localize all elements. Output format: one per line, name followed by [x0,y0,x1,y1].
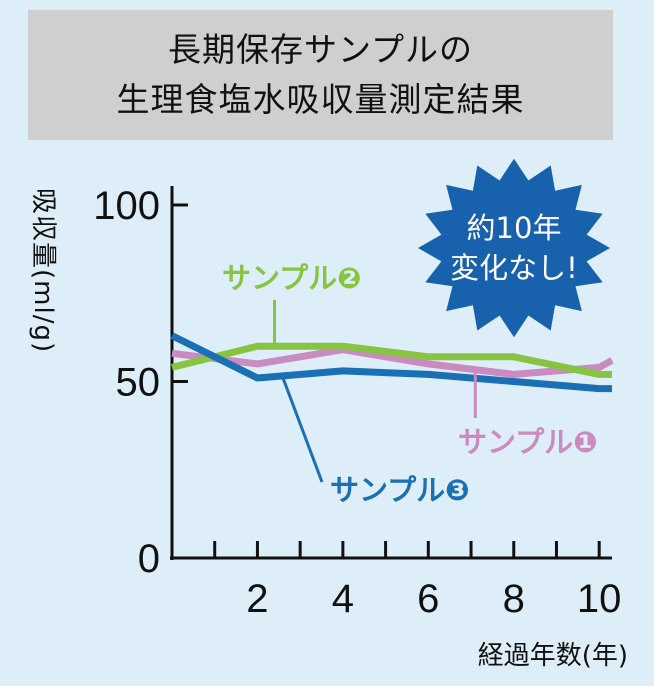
series-label-3: サンプル❸ [330,473,470,507]
chart-title-line-1: 長期保存サンプルの [167,30,473,69]
badge-text-line-1: 約10年 [467,211,562,245]
series-line-2 [171,342,612,378]
series-line-3 [170,332,612,393]
chart-title-line-2: 生理食塩水吸収量測定結果 [116,80,525,119]
x-tick-label-0: 2 [246,577,268,621]
y-tick-label-2: 100 [93,184,160,228]
x-tick-label-1: 4 [332,577,354,621]
x-tick-label-2: 6 [417,577,439,621]
y-tick-label-0: 0 [138,537,160,581]
series-label-2: サンプル❷ [222,261,362,295]
x-tick-label-3: 8 [503,577,525,621]
badge-text-line-2: 変化なし! [450,251,578,285]
x-tick-label-4: 10 [577,577,622,621]
series-label-1: サンプル❶ [458,425,598,459]
series-line-1 [171,346,614,378]
starburst-badge [418,158,610,338]
chart-title: 長期保存サンプルの 生理食塩水吸収量測定結果 [28,10,613,140]
series-3-leader [281,377,324,483]
y-tick-label-1: 50 [116,361,161,405]
y-axis-label: 吸収量(ml/g) [28,188,58,353]
x-axis-label: 経過年数(年) [478,641,628,671]
